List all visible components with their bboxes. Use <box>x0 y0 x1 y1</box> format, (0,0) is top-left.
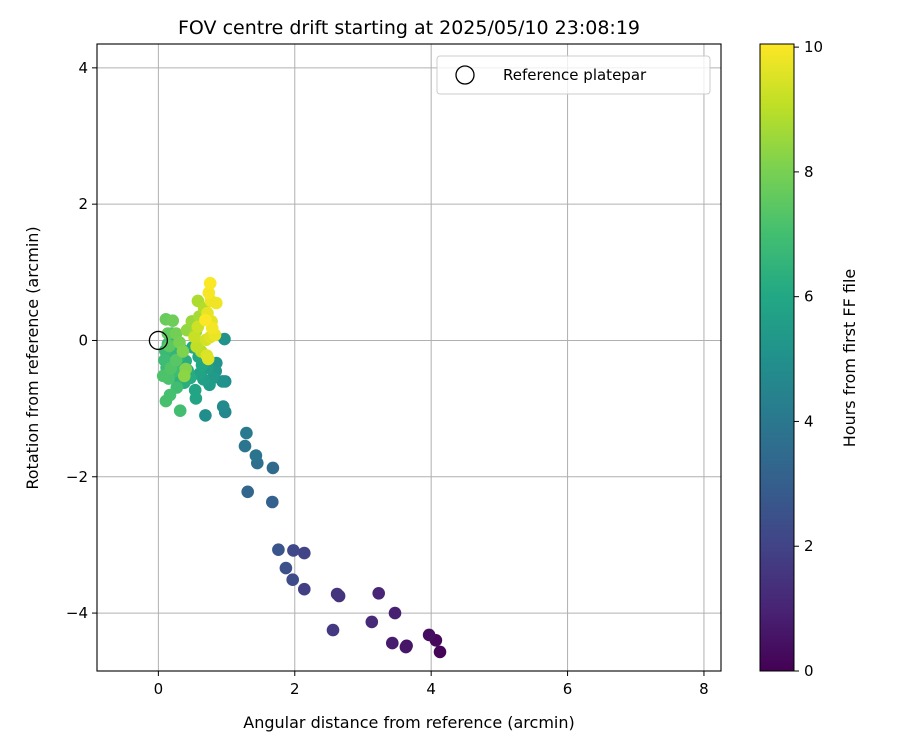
data-point <box>218 332 231 346</box>
data-point <box>190 340 203 353</box>
y-tick-label: −4 <box>66 604 88 622</box>
data-point <box>240 426 253 440</box>
data-point <box>238 439 252 453</box>
data-point <box>326 623 340 637</box>
data-point <box>201 352 215 366</box>
x-tick-label: 2 <box>290 680 300 698</box>
x-axis-label: Angular distance from reference (arcmin) <box>243 713 574 732</box>
data-point <box>330 587 344 601</box>
colorbar-tick-label: 10 <box>804 38 823 56</box>
data-point <box>249 449 263 462</box>
data-point <box>202 286 216 300</box>
colorbar-tick-label: 8 <box>804 163 814 181</box>
data-point <box>266 461 280 475</box>
data-point <box>272 543 285 556</box>
data-point <box>365 615 379 629</box>
data-point <box>173 404 187 418</box>
colorbar-tick-label: 2 <box>804 537 814 555</box>
y-axis-ticks: −4 −2 0 2 4 <box>66 59 97 622</box>
y-tick-label: 2 <box>78 195 88 213</box>
data-point <box>199 313 212 327</box>
data-point <box>279 561 293 575</box>
colorbar-label: Hours from first FF file <box>840 269 859 448</box>
colorbar-ticks: 0 2 4 6 8 10 <box>794 38 823 680</box>
colorbar: 0 2 4 6 8 10 Hours from first FF file <box>759 38 859 680</box>
legend-marker <box>455 65 475 85</box>
y-tick-label: −2 <box>66 468 88 486</box>
colorbar-tick-label: 6 <box>804 288 814 306</box>
data-point <box>188 330 201 344</box>
x-tick-label: 8 <box>699 680 709 698</box>
data-point <box>188 383 202 397</box>
data-point <box>372 587 386 600</box>
x-tick-label: 6 <box>563 680 573 698</box>
data-point <box>163 339 176 353</box>
data-point <box>241 485 254 499</box>
x-tick-label: 0 <box>154 680 164 698</box>
data-point <box>298 546 311 560</box>
data-point <box>176 345 190 358</box>
x-axis-ticks: 0 2 4 6 8 <box>154 671 709 698</box>
y-axis-label: Rotation from reference (arcmin) <box>23 226 42 489</box>
colorbar-gradient <box>759 43 795 672</box>
colorbar-tick-label: 0 <box>804 662 814 680</box>
data-point <box>433 645 447 659</box>
y-tick-label: 4 <box>78 59 88 77</box>
data-point <box>169 353 183 367</box>
legend: Reference platepar <box>436 55 711 95</box>
plot-frame <box>96 43 722 672</box>
legend-entry-reference: Reference platepar <box>503 66 647 84</box>
data-point <box>422 628 436 642</box>
data-point <box>216 400 230 413</box>
data-point <box>166 314 179 328</box>
data-point <box>178 369 191 383</box>
data-point <box>287 544 300 557</box>
data-point <box>216 375 229 388</box>
data-point <box>210 296 223 310</box>
data-point <box>199 409 212 422</box>
data-point <box>386 636 399 650</box>
chart-title: FOV centre drift starting at 2025/05/10 … <box>178 17 640 39</box>
y-tick-label: 0 <box>78 331 88 349</box>
reference-point-marker <box>148 330 169 351</box>
x-tick-label: 4 <box>426 680 436 698</box>
legend-box <box>436 55 711 95</box>
scatter-points <box>156 276 447 659</box>
data-point <box>203 276 217 290</box>
data-point <box>286 573 300 586</box>
data-point <box>298 582 311 596</box>
colorbar-tick-label: 4 <box>804 412 814 430</box>
data-point <box>399 640 413 654</box>
data-point <box>266 495 279 509</box>
data-point <box>159 394 173 408</box>
data-point <box>388 606 402 620</box>
